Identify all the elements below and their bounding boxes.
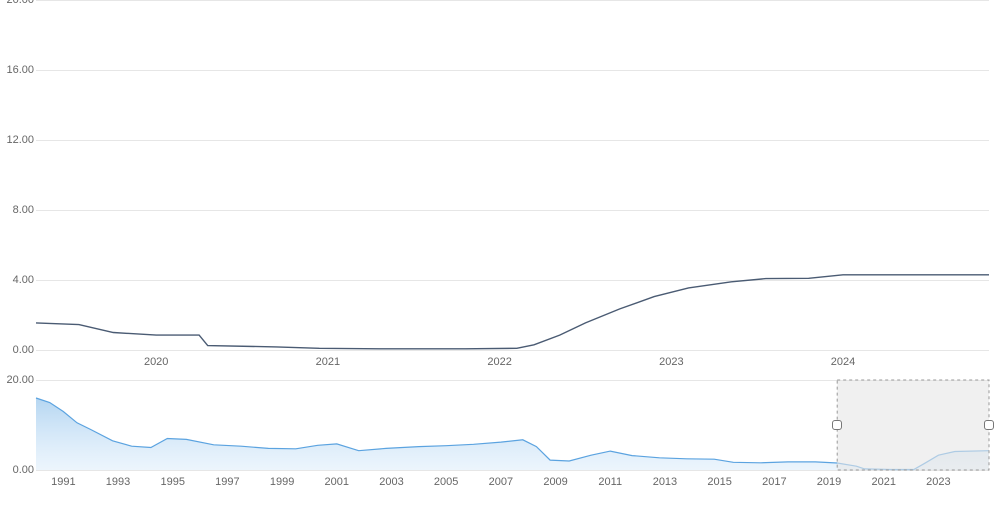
nav-x-tick-label: 2001 xyxy=(325,476,349,488)
nav-x-tick-label: 2023 xyxy=(926,476,950,488)
y-tick-label: 20.00 xyxy=(0,0,34,6)
nav-x-tick-label: 1993 xyxy=(106,476,130,488)
nav-x-tick-label: 1991 xyxy=(51,476,75,488)
main-chart-svg xyxy=(36,0,989,350)
nav-x-tick-label: 2011 xyxy=(598,476,622,488)
nav-x-tick-label: 2009 xyxy=(543,476,567,488)
y-tick-label: 8.00 xyxy=(0,204,34,216)
y-tick-label: 12.00 xyxy=(0,134,34,146)
x-tick-label: 2021 xyxy=(316,356,340,368)
nav-y-tick-label: 0.00 xyxy=(0,464,34,476)
y-tick-label: 0.00 xyxy=(0,344,34,356)
nav-x-tick-label: 1995 xyxy=(160,476,184,488)
nav-x-tick-label: 2013 xyxy=(653,476,677,488)
y-tick-label: 16.00 xyxy=(0,64,34,76)
main-series-line xyxy=(36,275,989,349)
x-tick-label: 2024 xyxy=(831,356,855,368)
navigator-brush[interactable] xyxy=(837,380,989,470)
x-tick-label: 2020 xyxy=(144,356,168,368)
navigator-chart[interactable]: 0.0020.00 199119931995199719992001200320… xyxy=(36,380,989,500)
nav-x-tick-label: 1999 xyxy=(270,476,294,488)
nav-x-tick-label: 2007 xyxy=(489,476,513,488)
nav-y-tick-label: 20.00 xyxy=(0,374,34,386)
brush-handle-left[interactable] xyxy=(832,420,842,430)
brush-handle-right[interactable] xyxy=(984,420,994,430)
nav-x-tick-label: 2005 xyxy=(434,476,458,488)
y-tick-label: 4.00 xyxy=(0,274,34,286)
nav-x-tick-label: 1997 xyxy=(215,476,239,488)
nav-x-tick-label: 2003 xyxy=(379,476,403,488)
main-chart: 0.004.008.0012.0016.0020.00 202020212022… xyxy=(36,0,989,350)
x-tick-label: 2022 xyxy=(487,356,511,368)
nav-x-tick-label: 2019 xyxy=(817,476,841,488)
nav-x-tick-label: 2017 xyxy=(762,476,786,488)
navigator-chart-svg xyxy=(36,380,989,470)
x-tick-label: 2023 xyxy=(659,356,683,368)
nav-x-tick-label: 2021 xyxy=(871,476,895,488)
nav-x-tick-label: 2015 xyxy=(707,476,731,488)
